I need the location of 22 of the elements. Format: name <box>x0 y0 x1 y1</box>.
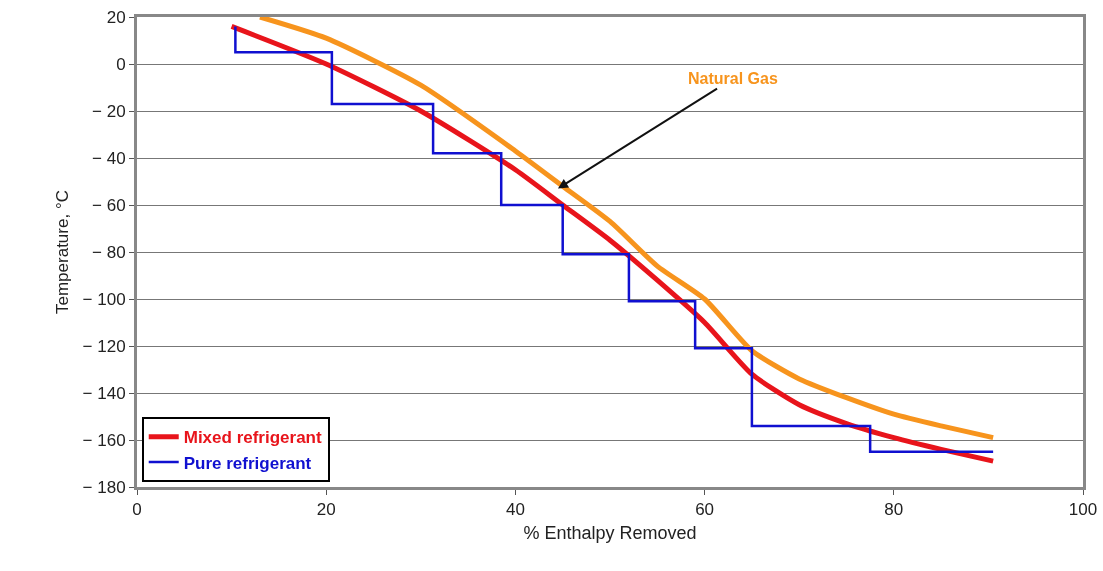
y-axis-title: Temperature, °C <box>53 190 73 314</box>
y-tick-label: − 120 <box>82 336 126 356</box>
y-tick-label: − 60 <box>92 195 126 215</box>
x-tick-label: 80 <box>884 500 904 520</box>
y-tick-label: − 100 <box>82 289 126 309</box>
y-tick-label: − 160 <box>82 430 126 450</box>
legend-label: Pure refrigerant <box>183 453 312 473</box>
y-tick-label: 20 <box>106 7 126 27</box>
x-tick-label: 60 <box>695 500 715 520</box>
annotation: Natural Gas <box>688 70 778 87</box>
y-tick-label: − 140 <box>82 383 126 403</box>
legend-label: Mixed refrigerant <box>183 428 322 448</box>
x-axis-title: % Enthalpy Removed <box>523 522 697 543</box>
y-tick-label: 0 <box>116 54 126 74</box>
y-tick-label: − 80 <box>92 242 126 262</box>
y-tick-label: − 180 <box>82 477 126 497</box>
y-tick-label: − 40 <box>92 148 126 168</box>
x-tick-label: 100 <box>1068 500 1098 520</box>
y-tick-label: − 20 <box>92 101 126 121</box>
x-tick-label: 0 <box>132 500 142 520</box>
x-tick-label: 20 <box>316 500 336 520</box>
x-tick-label: 40 <box>505 500 525 520</box>
